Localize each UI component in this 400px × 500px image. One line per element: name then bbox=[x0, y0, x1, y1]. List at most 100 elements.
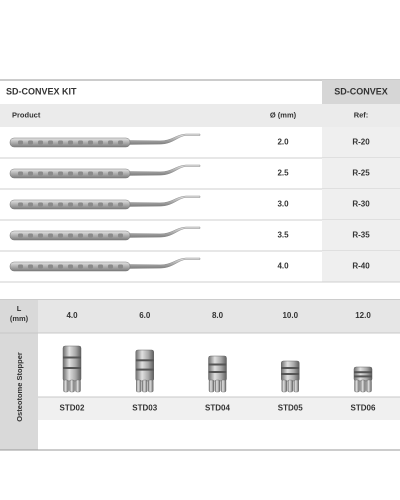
length-value: 12.0 bbox=[355, 311, 371, 320]
side-label: Osteotome Stopper bbox=[15, 352, 24, 422]
stopper-leg bbox=[208, 379, 215, 393]
handle-groove bbox=[48, 264, 53, 269]
stopper-body bbox=[208, 355, 227, 382]
stopper-code: STD05 bbox=[278, 404, 303, 413]
handle-groove bbox=[48, 202, 53, 207]
reference: R-25 bbox=[352, 169, 370, 178]
handle-groove bbox=[108, 233, 113, 238]
handle-groove bbox=[108, 171, 113, 176]
instrument-image bbox=[9, 195, 201, 210]
kit-title: SD-CONVEX KIT bbox=[6, 86, 77, 96]
handle-groove bbox=[68, 140, 73, 145]
handle-groove bbox=[38, 140, 43, 145]
stopper-body bbox=[62, 345, 82, 382]
stopper-band bbox=[281, 367, 300, 369]
stopper-image bbox=[135, 349, 154, 393]
stopper-image bbox=[281, 360, 300, 393]
stopper-leg bbox=[354, 379, 360, 393]
length-value: 10.0 bbox=[282, 311, 298, 320]
reference: R-20 bbox=[352, 138, 370, 147]
handle-groove bbox=[98, 202, 103, 207]
stopper-leg bbox=[220, 379, 227, 393]
instrument-shaft bbox=[127, 226, 201, 238]
stopper-leg bbox=[366, 379, 372, 393]
stopper-leg bbox=[293, 379, 299, 393]
handle-groove bbox=[118, 264, 123, 269]
stopper-body bbox=[281, 360, 300, 382]
code-row bbox=[38, 397, 400, 420]
ref-cell bbox=[322, 127, 400, 158]
stopper-leg bbox=[142, 379, 148, 393]
stopper-code: STD03 bbox=[132, 404, 157, 413]
stopper-code: STD04 bbox=[205, 404, 230, 413]
stopper-leg bbox=[75, 379, 81, 393]
column-header: Product bbox=[12, 110, 41, 119]
stopper-band bbox=[354, 371, 372, 374]
handle-groove bbox=[18, 233, 23, 238]
instrument-image bbox=[9, 164, 201, 179]
length-value: 4.0 bbox=[66, 311, 78, 320]
handle-groove bbox=[78, 202, 83, 207]
handle-groove bbox=[78, 264, 83, 269]
handle-groove bbox=[108, 202, 113, 207]
handle-groove bbox=[18, 171, 23, 176]
ref-cell bbox=[322, 189, 400, 220]
handle-groove bbox=[98, 171, 103, 176]
column-header-row bbox=[0, 104, 400, 127]
diameter: 2.0 bbox=[277, 138, 289, 147]
stopper-image bbox=[62, 345, 82, 393]
handle-groove bbox=[88, 140, 93, 145]
column-header: Ø (mm) bbox=[270, 110, 297, 119]
handle-groove bbox=[38, 202, 43, 207]
handle-groove bbox=[48, 140, 53, 145]
stopper-band bbox=[135, 368, 154, 371]
handle-groove bbox=[68, 264, 73, 269]
handle-groove bbox=[118, 202, 123, 207]
handle-groove bbox=[118, 140, 123, 145]
handle-groove bbox=[28, 202, 33, 207]
handle-groove bbox=[78, 171, 83, 176]
column-header: Ref: bbox=[354, 110, 369, 119]
stopper-code: STD06 bbox=[351, 404, 376, 413]
handle-groove bbox=[68, 171, 73, 176]
handle-groove bbox=[58, 233, 63, 238]
instrument-shaft bbox=[127, 164, 201, 176]
handle-groove bbox=[28, 140, 33, 145]
stopper-band bbox=[135, 359, 154, 362]
stopper-image bbox=[208, 355, 227, 393]
diameter: 2.5 bbox=[277, 169, 289, 178]
handle-groove bbox=[48, 233, 53, 238]
handle-groove bbox=[38, 171, 43, 176]
handle-groove bbox=[88, 233, 93, 238]
handle-groove bbox=[118, 233, 123, 238]
side-column bbox=[0, 300, 38, 450]
reference: R-40 bbox=[352, 262, 370, 271]
handle-groove bbox=[38, 233, 43, 238]
stopper-band bbox=[354, 375, 372, 378]
stopper-leg bbox=[287, 379, 293, 393]
stopper-leg bbox=[360, 379, 366, 393]
diameter: 4.0 bbox=[277, 262, 289, 271]
handle-groove bbox=[18, 264, 23, 269]
handle-groove bbox=[58, 202, 63, 207]
product-code: SD-CONVEX bbox=[334, 86, 388, 96]
stopper-band bbox=[208, 363, 227, 366]
stopper-body bbox=[353, 366, 373, 382]
handle-groove bbox=[48, 171, 53, 176]
reference: R-30 bbox=[352, 200, 370, 209]
ref-cell bbox=[322, 220, 400, 251]
instrument-shaft bbox=[127, 195, 201, 207]
stopper-leg bbox=[148, 379, 154, 393]
diameter: 3.5 bbox=[277, 231, 289, 240]
stopper-code: STD02 bbox=[60, 404, 85, 413]
handle-groove bbox=[88, 171, 93, 176]
handle-groove bbox=[88, 264, 93, 269]
instrument-shaft bbox=[127, 257, 201, 269]
stopper-image bbox=[353, 366, 373, 393]
stopper-columns: 4.0 STD02 6.0 STD03 8.0 STD04 10.0 STD05 12.0 STD… bbox=[60, 311, 376, 413]
product-rows: 2.0 R-20 2.5 R-25 3.0 R-30 3.5 R-35 4.0 R-40 bbox=[0, 127, 400, 283]
length-label: L bbox=[17, 304, 22, 313]
length-value: 8.0 bbox=[212, 311, 224, 320]
